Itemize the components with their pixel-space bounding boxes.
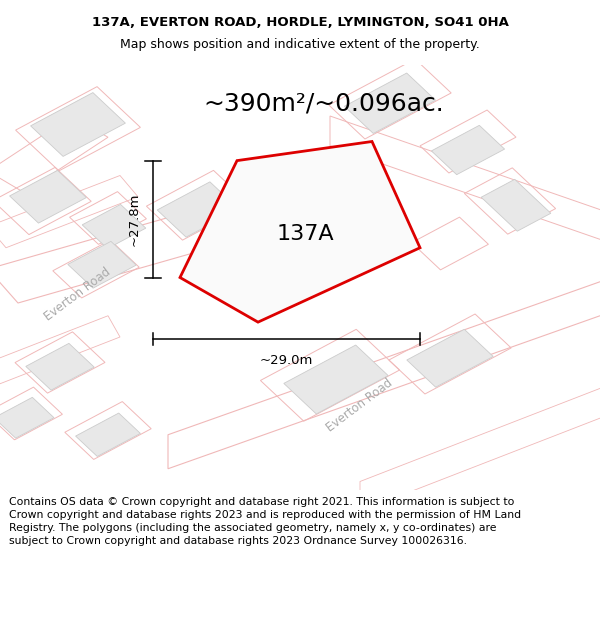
Polygon shape <box>431 126 505 174</box>
Polygon shape <box>284 345 388 414</box>
Polygon shape <box>0 398 54 438</box>
Text: Contains OS data © Crown copyright and database right 2021. This information is : Contains OS data © Crown copyright and d… <box>9 497 521 546</box>
Polygon shape <box>0 162 390 303</box>
Text: Everton Road: Everton Road <box>43 266 113 324</box>
Polygon shape <box>168 278 600 469</box>
Text: 137A, EVERTON ROAD, HORDLE, LYMINGTON, SO41 0HA: 137A, EVERTON ROAD, HORDLE, LYMINGTON, S… <box>92 16 508 29</box>
Polygon shape <box>0 116 108 192</box>
Polygon shape <box>0 316 120 384</box>
Polygon shape <box>344 73 436 134</box>
Polygon shape <box>10 171 86 223</box>
Polygon shape <box>360 384 600 511</box>
Polygon shape <box>180 141 420 322</box>
Text: ~27.8m: ~27.8m <box>128 192 141 246</box>
Text: ~29.0m: ~29.0m <box>260 354 313 367</box>
Polygon shape <box>82 204 146 249</box>
Text: Everton Road: Everton Road <box>325 376 395 434</box>
Polygon shape <box>330 116 600 244</box>
Polygon shape <box>68 241 136 288</box>
Polygon shape <box>31 92 125 156</box>
Polygon shape <box>481 179 551 231</box>
Polygon shape <box>157 182 239 237</box>
Polygon shape <box>407 329 493 387</box>
Polygon shape <box>76 413 140 456</box>
Polygon shape <box>26 343 94 390</box>
Polygon shape <box>0 176 138 248</box>
Text: ~390m²/~0.096ac.: ~390m²/~0.096ac. <box>203 91 445 115</box>
Text: 137A: 137A <box>277 224 334 244</box>
Text: Map shows position and indicative extent of the property.: Map shows position and indicative extent… <box>120 38 480 51</box>
